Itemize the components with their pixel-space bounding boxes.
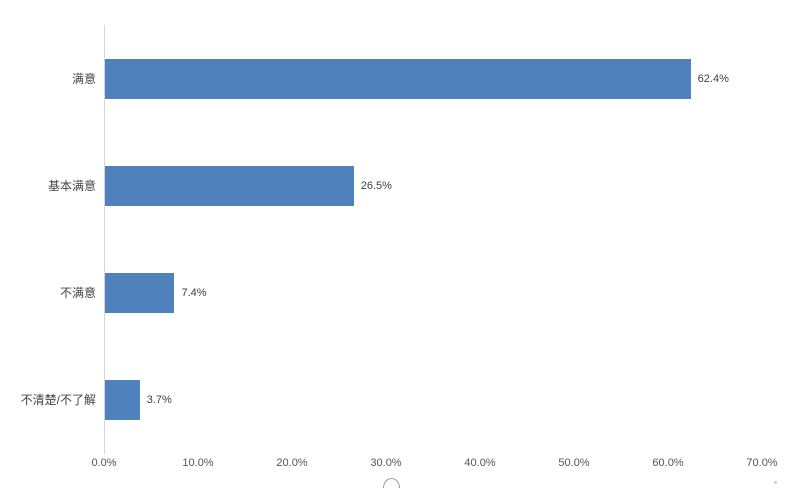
x-tick-label: 70.0%	[746, 457, 778, 469]
bar-不满意	[105, 272, 175, 313]
value-label: 3.7%	[146, 393, 172, 406]
plot-area: 62.4% 26.5% 7.4% 3.7%	[105, 25, 762, 453]
category-axis: 满意 基本满意 不满意 不清楚/不了解	[0, 25, 96, 453]
bar-row: 3.7%	[105, 346, 762, 453]
x-tick-label: 30.0%	[370, 457, 402, 469]
x-tick-label: 60.0%	[652, 457, 684, 469]
value-label: 7.4%	[181, 286, 207, 299]
watermark-dot	[774, 481, 777, 484]
category-label: 不清楚/不了解	[20, 393, 96, 407]
x-tick-label: 40.0%	[464, 457, 496, 469]
x-tick-label: 0.0%	[91, 457, 117, 469]
x-tick-label: 50.0%	[558, 457, 590, 469]
x-tick-label: 10.0%	[182, 457, 214, 469]
category-axis-line	[104, 25, 105, 454]
bar-row: 26.5%	[105, 132, 762, 239]
x-axis: 0.0% 10.0% 20.0% 30.0% 40.0% 50.0% 60.0%…	[91, 457, 777, 473]
category-label: 满意	[71, 72, 96, 86]
x-tick-label: 20.0%	[276, 457, 308, 469]
bar-row: 7.4%	[105, 239, 762, 346]
value-label: 62.4%	[697, 72, 729, 85]
category-label: 基本满意	[47, 179, 96, 193]
bar-满意	[105, 58, 691, 99]
category-label: 不满意	[59, 286, 96, 300]
bar-基本满意	[105, 165, 354, 206]
bar-row: 62.4%	[105, 25, 762, 132]
watermark-arc	[383, 478, 400, 488]
value-label: 26.5%	[360, 179, 392, 192]
bar-不清楚不了解	[105, 379, 140, 420]
